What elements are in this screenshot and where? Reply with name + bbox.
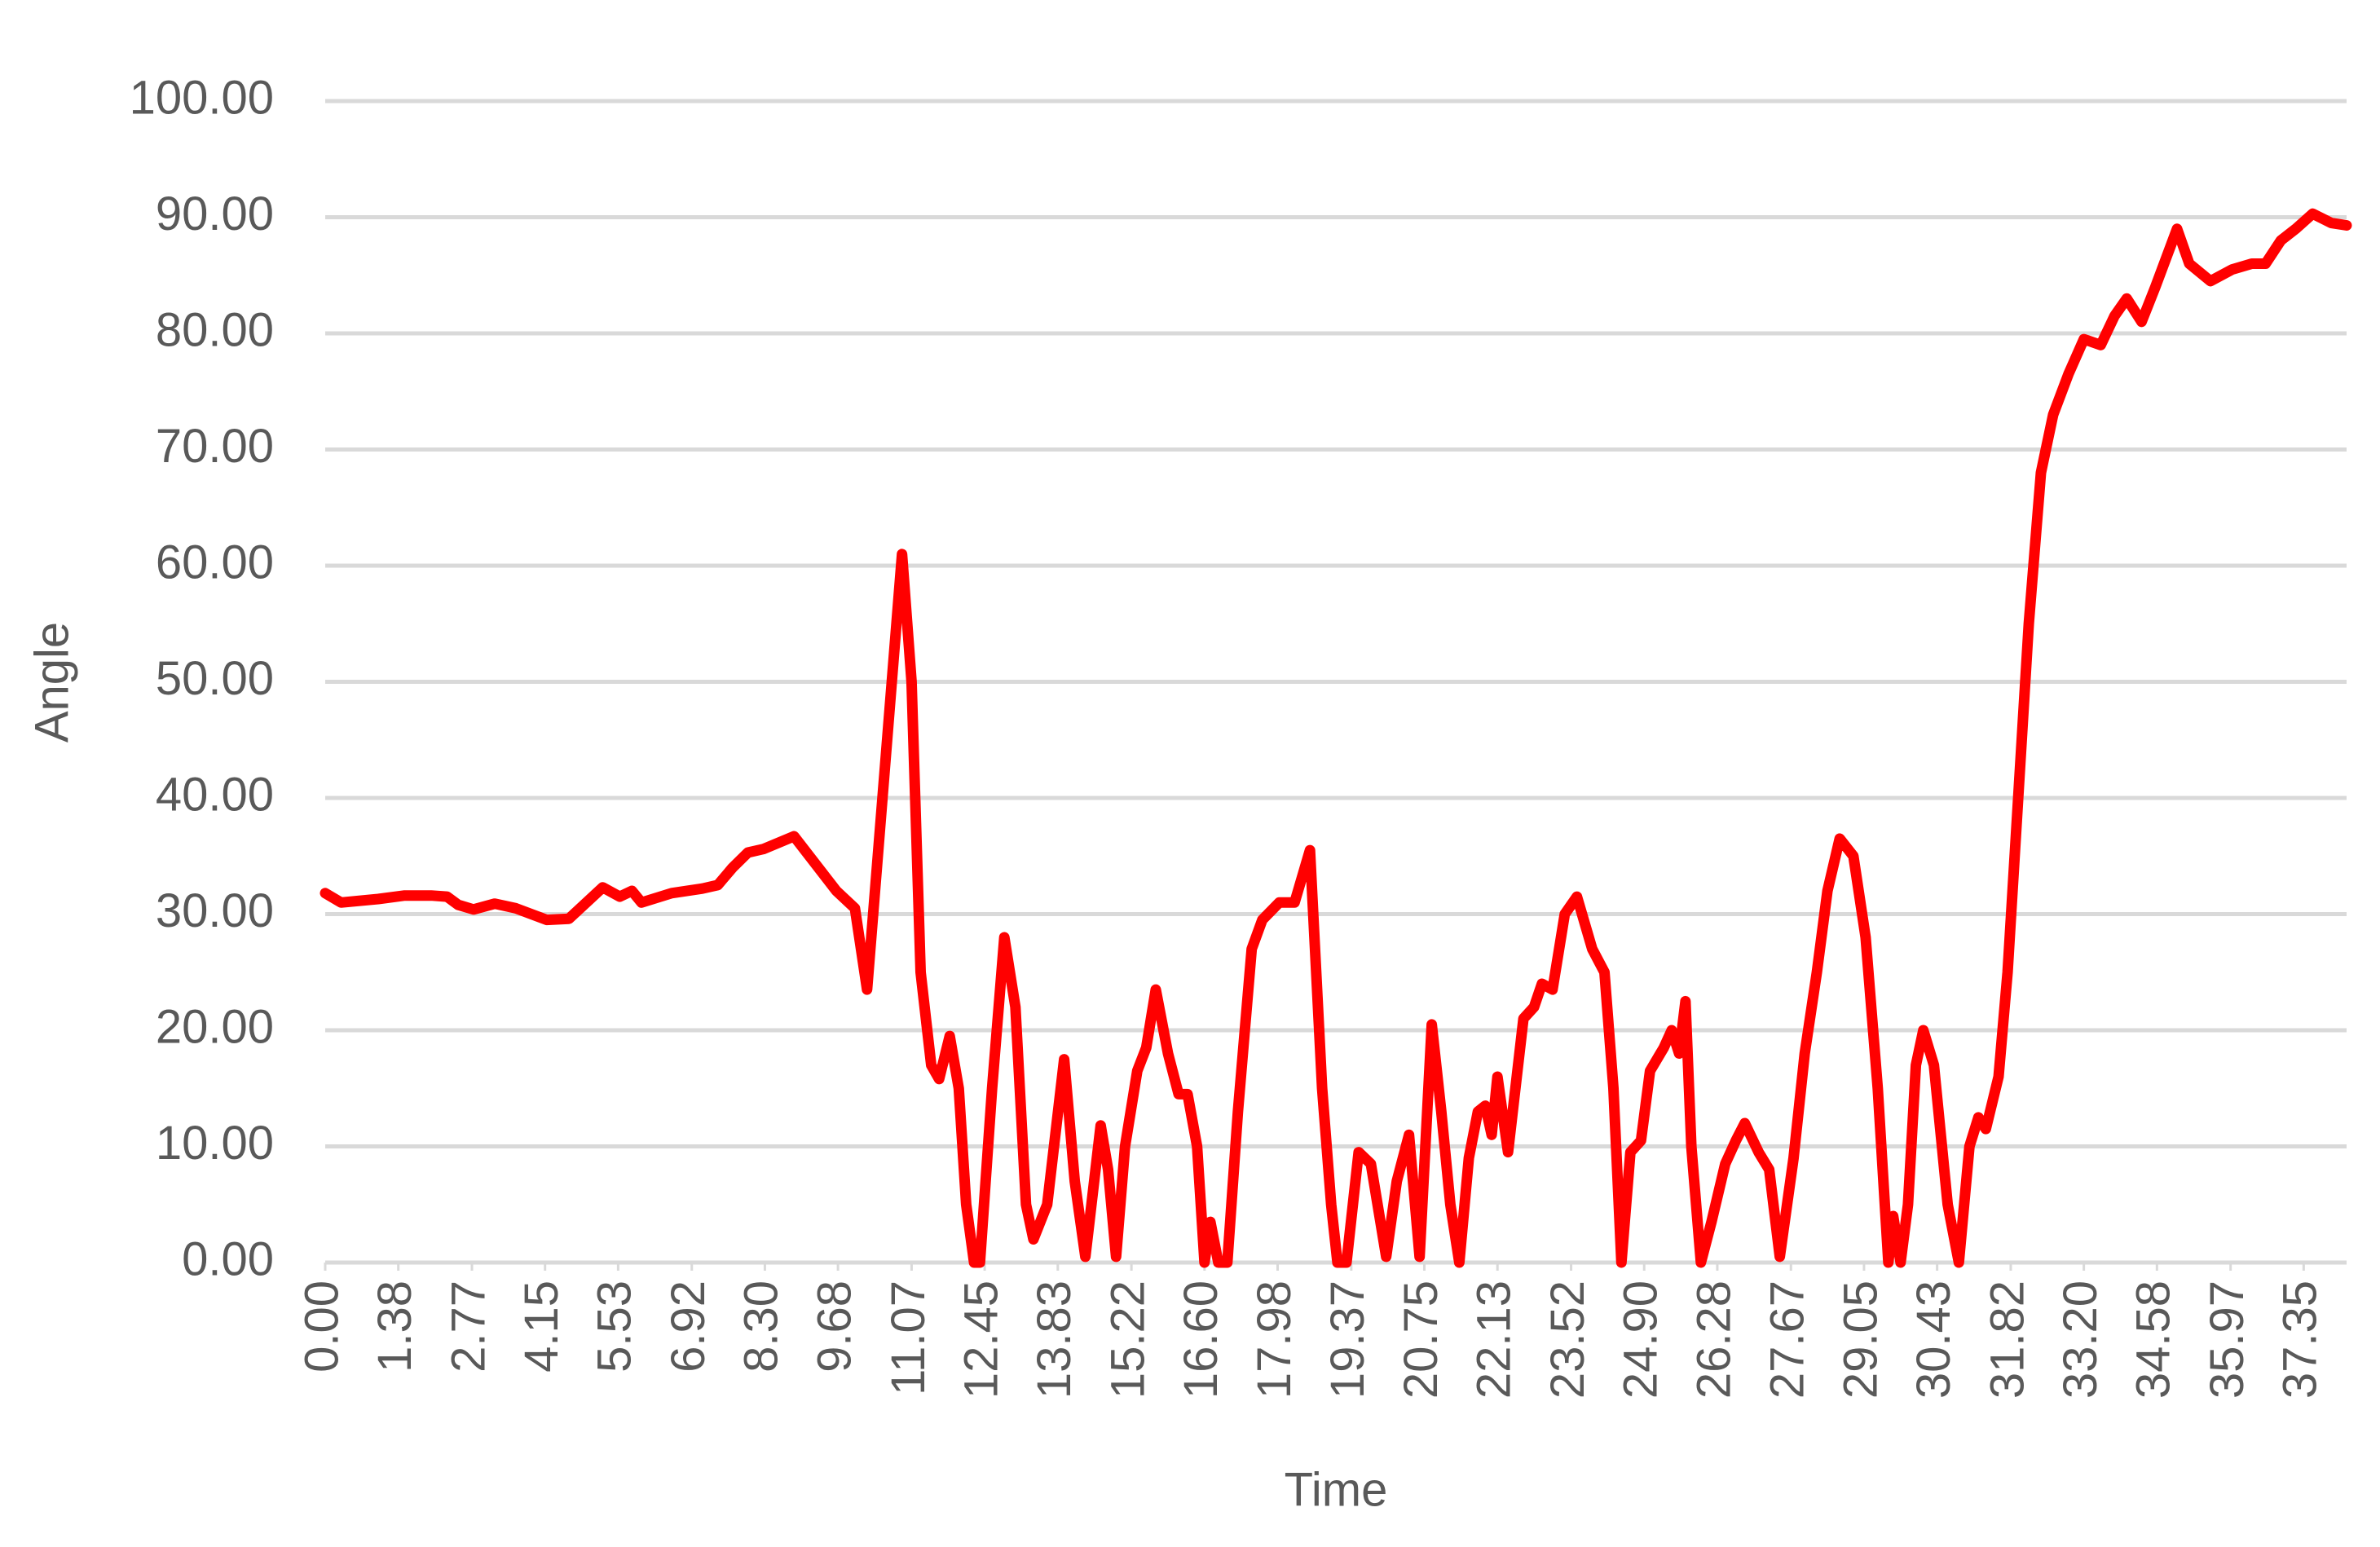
y-tick-label: 90.00 [156,187,274,240]
x-tick-label: 33.20 [2054,1280,2107,1399]
x-tick-label: 20.75 [1395,1280,1448,1399]
x-tick-label: 23.52 [1541,1280,1594,1399]
x-tick-label: 29.05 [1834,1280,1887,1399]
y-tick-label: 40.00 [156,768,274,821]
y-tick-label: 20.00 [156,1000,274,1053]
x-tick-label: 2.77 [442,1280,495,1373]
y-tick-label: 0.00 [182,1232,274,1285]
x-tick-label: 22.13 [1468,1280,1521,1399]
y-tick-label: 10.00 [156,1117,274,1170]
x-tick-label: 17.98 [1248,1280,1301,1399]
x-tick-label: 27.67 [1761,1280,1814,1399]
x-tick-label: 16.60 [1175,1280,1227,1399]
x-tick-label: 31.82 [1981,1280,2034,1399]
x-tick-label: 35.97 [2201,1280,2254,1399]
y-tick-label: 50.00 [156,652,274,705]
y-tick-label: 80.00 [156,303,274,356]
y-tick-label: 100.00 [130,71,274,124]
x-tick-label: 19.37 [1321,1280,1374,1399]
y-axis-title: Angle [25,622,78,743]
x-axis-title: Time [1285,1463,1388,1516]
x-tick-label: 26.28 [1687,1280,1740,1399]
x-tick-label: 0.00 [295,1280,348,1373]
x-tick-label: 30.43 [1907,1280,1960,1399]
y-tick-label: 70.00 [156,420,274,473]
y-tick-label: 30.00 [156,884,274,937]
x-tick-label: 15.22 [1101,1280,1154,1399]
x-tick-label: 4.15 [515,1280,568,1373]
x-tick-label: 37.35 [2274,1280,2327,1399]
x-tick-label: 13.83 [1028,1280,1081,1399]
x-tick-label: 11.07 [882,1280,935,1395]
x-tick-label: 34.58 [2127,1280,2180,1399]
x-tick-label: 6.92 [662,1280,715,1373]
x-tick-label: 1.38 [368,1280,421,1373]
data-line [320,208,2352,1268]
x-tick-label: 5.53 [588,1280,641,1373]
x-tick-label: 12.45 [954,1280,1007,1399]
x-tick-label: 8.30 [735,1280,788,1373]
y-tick-label: 60.00 [156,536,274,588]
x-tick-label: 24.90 [1615,1280,1668,1399]
x-tick-label: 9.68 [808,1280,861,1373]
